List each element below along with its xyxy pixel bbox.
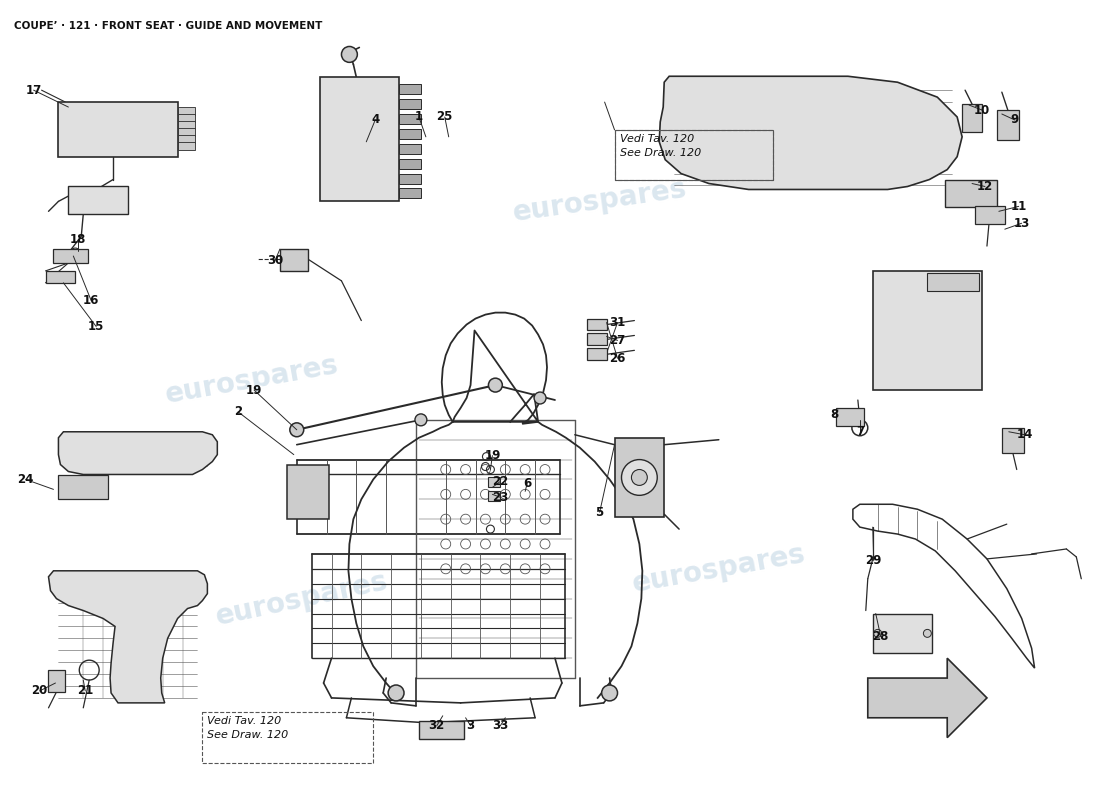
Bar — [836, 408, 864, 426]
Text: 25: 25 — [437, 110, 453, 123]
Text: 26: 26 — [609, 352, 626, 365]
Text: 11: 11 — [1011, 200, 1026, 213]
Bar — [615, 130, 773, 179]
Bar — [872, 614, 933, 654]
Circle shape — [341, 46, 358, 62]
Bar — [872, 271, 982, 390]
Text: 20: 20 — [32, 685, 47, 698]
Text: 21: 21 — [77, 685, 94, 698]
Text: 30: 30 — [267, 254, 283, 267]
Circle shape — [873, 630, 882, 638]
Text: eurospares: eurospares — [630, 540, 807, 598]
Text: eurospares: eurospares — [510, 175, 689, 227]
Text: 31: 31 — [609, 316, 626, 329]
Bar — [975, 206, 1004, 224]
Bar — [945, 179, 997, 207]
Text: 10: 10 — [974, 103, 990, 117]
Bar — [419, 721, 463, 738]
Bar — [399, 189, 421, 198]
Bar — [399, 99, 421, 109]
Polygon shape — [58, 432, 218, 474]
Text: 28: 28 — [872, 630, 889, 643]
Text: 33: 33 — [492, 719, 508, 732]
Bar — [488, 478, 501, 487]
Circle shape — [415, 414, 427, 426]
Circle shape — [488, 378, 503, 392]
Circle shape — [388, 685, 404, 701]
Polygon shape — [868, 658, 987, 738]
Circle shape — [621, 459, 658, 495]
Text: COUPE’ · 121 · FRONT SEAT · GUIDE AND MOVEMENT: COUPE’ · 121 · FRONT SEAT · GUIDE AND MO… — [14, 21, 322, 30]
Circle shape — [602, 685, 617, 701]
Polygon shape — [48, 571, 208, 703]
Bar — [488, 491, 501, 502]
Bar — [177, 121, 196, 129]
Text: 18: 18 — [70, 233, 87, 246]
Text: 5: 5 — [595, 506, 604, 518]
Bar — [45, 271, 75, 283]
Text: 19: 19 — [246, 383, 262, 397]
Bar — [586, 348, 606, 360]
Text: 19: 19 — [484, 449, 500, 462]
Text: 29: 29 — [866, 554, 882, 567]
Text: 13: 13 — [1013, 217, 1030, 230]
Text: Vedi Tav. 120
See Draw. 120: Vedi Tav. 120 See Draw. 120 — [208, 716, 288, 740]
Text: 1: 1 — [415, 110, 424, 123]
Bar — [177, 142, 196, 150]
Text: 7: 7 — [856, 426, 864, 438]
Text: 15: 15 — [88, 320, 104, 333]
Bar — [399, 158, 421, 169]
Circle shape — [923, 630, 932, 638]
Bar — [615, 438, 664, 517]
Bar — [962, 104, 982, 132]
Bar — [177, 114, 196, 122]
Text: 16: 16 — [82, 294, 99, 307]
Text: 2: 2 — [234, 406, 242, 418]
Text: 17: 17 — [25, 84, 42, 97]
Bar — [1002, 428, 1024, 453]
Bar — [615, 130, 773, 179]
Text: 4: 4 — [371, 114, 380, 126]
Bar — [47, 670, 65, 692]
Bar — [177, 128, 196, 136]
Bar — [399, 84, 421, 94]
Bar — [54, 249, 88, 263]
Bar — [68, 186, 128, 214]
Bar — [399, 174, 421, 183]
Text: eurospares: eurospares — [213, 566, 390, 630]
Bar — [202, 712, 373, 763]
Text: 8: 8 — [829, 408, 838, 422]
Text: 27: 27 — [609, 334, 626, 347]
Bar — [177, 135, 196, 142]
Bar — [997, 110, 1019, 140]
Polygon shape — [659, 76, 962, 190]
Text: 3: 3 — [466, 719, 474, 732]
Text: 23: 23 — [492, 491, 508, 504]
Text: 24: 24 — [18, 473, 34, 486]
Text: 22: 22 — [492, 475, 508, 488]
Bar — [58, 102, 177, 157]
Text: 9: 9 — [1011, 114, 1019, 126]
Text: 12: 12 — [977, 180, 993, 193]
Bar — [399, 114, 421, 124]
Text: eurospares: eurospares — [163, 351, 341, 409]
Bar — [177, 107, 196, 115]
Bar — [399, 144, 421, 154]
Bar — [287, 465, 329, 519]
Bar — [399, 129, 421, 139]
Text: 32: 32 — [429, 719, 444, 732]
Bar — [320, 78, 399, 202]
Text: Vedi Tav. 120
See Draw. 120: Vedi Tav. 120 See Draw. 120 — [619, 134, 701, 158]
Text: 14: 14 — [1016, 428, 1033, 442]
Bar — [586, 318, 606, 330]
Text: 6: 6 — [522, 477, 531, 490]
Circle shape — [535, 392, 546, 404]
Bar — [586, 334, 606, 346]
Bar — [279, 249, 308, 271]
Circle shape — [631, 470, 647, 486]
Bar — [927, 273, 979, 290]
Bar — [58, 475, 108, 499]
Circle shape — [289, 423, 304, 437]
